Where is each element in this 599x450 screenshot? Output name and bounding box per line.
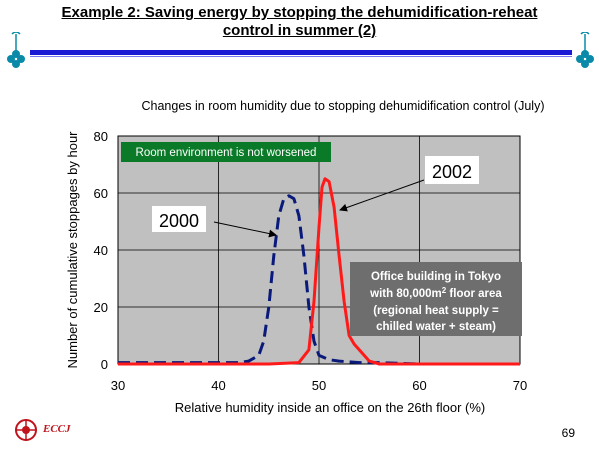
x-tick-label: 60 bbox=[412, 378, 426, 393]
title-rule-thin bbox=[30, 56, 572, 57]
x-axis-label: Relative humidity inside an office on th… bbox=[175, 400, 485, 415]
info-line1: Office building in Tokyo bbox=[371, 271, 501, 283]
info-line3: (regional heat supply = bbox=[373, 305, 499, 317]
y-axis-label: Number of cumulative stoppages by hour bbox=[65, 131, 80, 369]
info-box bbox=[350, 262, 522, 336]
x-tick-label: 50 bbox=[312, 378, 326, 393]
clover-left-icon bbox=[7, 32, 25, 68]
y-tick-label: 40 bbox=[94, 243, 108, 258]
x-tick-label: 70 bbox=[513, 378, 527, 393]
slide-title-line1: Example 2: Saving energy by stopping the… bbox=[61, 4, 538, 21]
eccj-logo-icon bbox=[15, 419, 37, 441]
series-layer bbox=[118, 177, 520, 366]
slide-title: Example 2: Saving energy by stopping the… bbox=[0, 4, 599, 40]
series-line-2002 bbox=[118, 177, 520, 366]
arrow-2002 bbox=[339, 179, 425, 212]
series-line-2000 bbox=[118, 194, 520, 366]
info-line2: with 80,000m2 floor area bbox=[369, 286, 502, 301]
y-tick-label: 20 bbox=[94, 300, 108, 315]
x-tick-label: 30 bbox=[111, 378, 125, 393]
title-rule bbox=[30, 50, 572, 55]
info-line2-sup: 2 bbox=[442, 286, 447, 295]
x-tick-label: 40 bbox=[211, 378, 225, 393]
info-line4: chilled water + steam) bbox=[376, 321, 496, 333]
green-annotation-text: Room environment is not worsened bbox=[136, 147, 317, 159]
series-label-2000: 2000 bbox=[159, 211, 199, 231]
y-tick-label: 60 bbox=[94, 186, 108, 201]
slide-title-line2: control in summer (2) bbox=[222, 22, 377, 39]
green-annotation-box bbox=[121, 142, 331, 162]
y-tick-label: 0 bbox=[101, 357, 108, 372]
label-2000-bg bbox=[152, 206, 206, 232]
eccj-logo-text: ECCJ bbox=[43, 423, 71, 435]
info-line2-suffix: floor area bbox=[446, 288, 502, 300]
y-tick-labels: 0 20 40 60 80 bbox=[94, 129, 108, 372]
series-label-2002: 2002 bbox=[432, 162, 472, 182]
clover-right-icon bbox=[576, 32, 594, 68]
label-2002-bg bbox=[425, 156, 479, 184]
y-tick-label: 80 bbox=[94, 129, 108, 144]
arrow-2000 bbox=[213, 221, 277, 238]
info-line2-prefix: with 80,000m bbox=[369, 288, 442, 300]
x-tick-labels: 30 40 50 60 70 bbox=[111, 378, 527, 393]
page-number: 69 bbox=[561, 426, 575, 440]
chart-title: Changes in room humidity due to stopping… bbox=[142, 99, 545, 113]
